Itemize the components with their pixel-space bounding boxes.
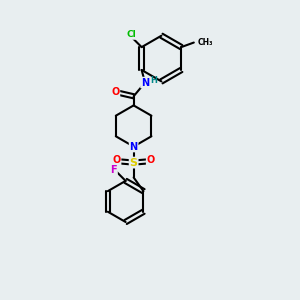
Text: O: O — [112, 155, 121, 165]
Text: CH₃: CH₃ — [197, 38, 213, 47]
Text: F: F — [110, 165, 117, 175]
Text: H: H — [150, 76, 157, 85]
Text: O: O — [111, 87, 119, 97]
Text: S: S — [130, 158, 138, 168]
Text: N: N — [141, 78, 149, 88]
Text: Cl: Cl — [127, 30, 136, 39]
Text: N: N — [130, 142, 138, 152]
Text: O: O — [147, 155, 155, 165]
